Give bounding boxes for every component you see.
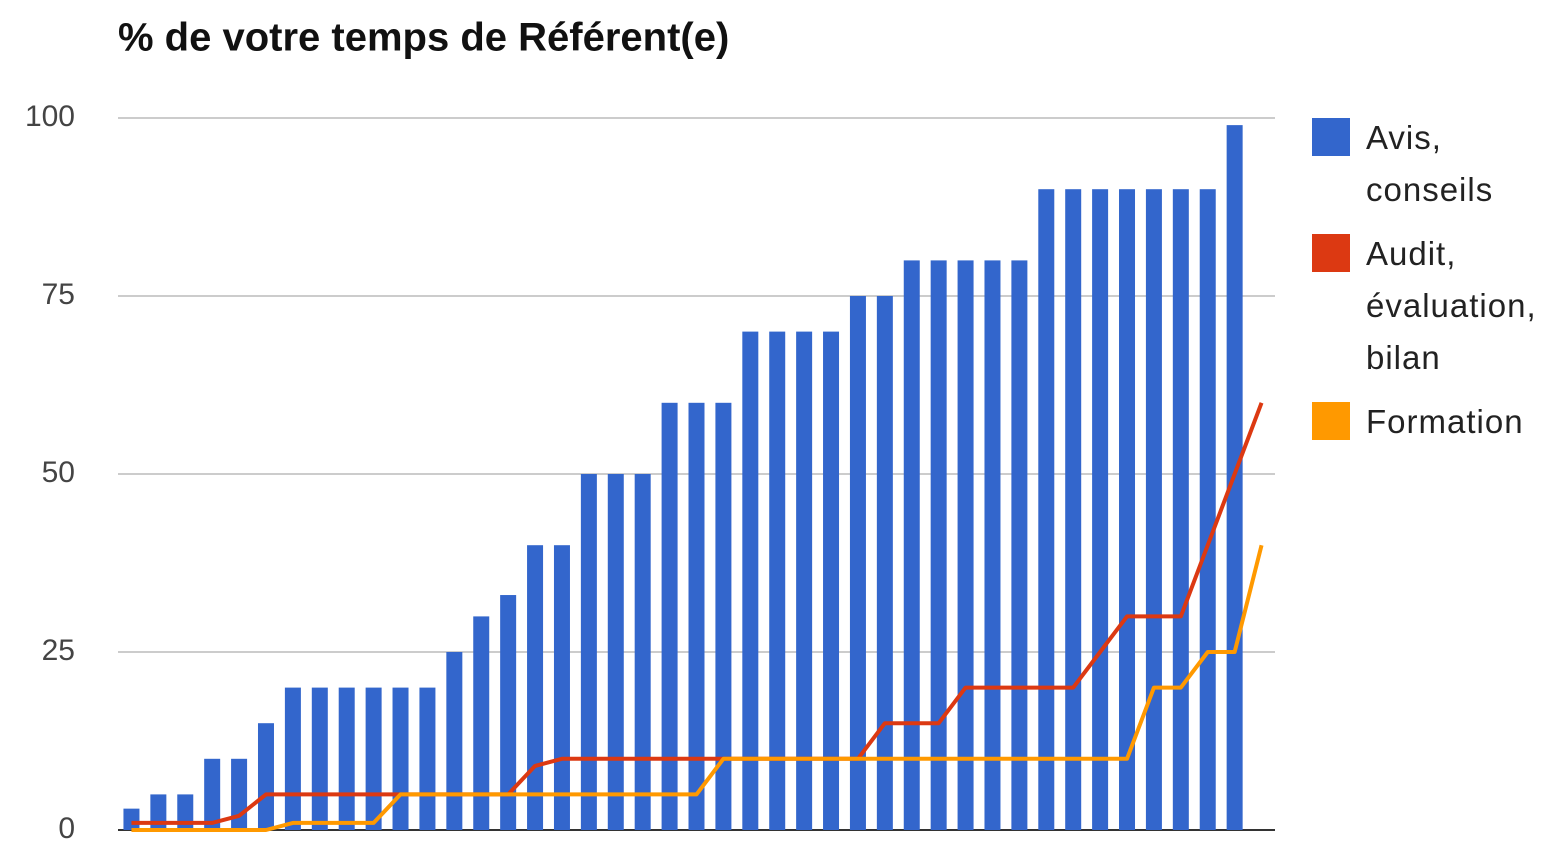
bar [1065, 189, 1082, 830]
bar [823, 331, 840, 830]
y-tick-label: 25 [42, 634, 75, 667]
bar [311, 687, 328, 830]
bar [1011, 260, 1028, 830]
bar [284, 687, 301, 830]
legend-item: Avis, conseils [1312, 112, 1562, 216]
line [131, 544, 1264, 832]
bar [500, 595, 517, 830]
y-tick-label: 50 [42, 456, 75, 489]
bar [446, 652, 463, 830]
bar [984, 260, 1001, 830]
bar [1145, 189, 1162, 830]
legend-swatch [1312, 118, 1350, 156]
y-tick-label: 75 [42, 278, 75, 311]
bar [580, 474, 597, 830]
bar [1199, 189, 1216, 830]
chart-title: % de votre temps de Référent(e) [118, 16, 729, 60]
legend: Avis, conseils Audit, évaluation, bilan Fo… [1312, 112, 1562, 460]
bar [1038, 189, 1055, 830]
legend-swatch [1312, 234, 1350, 272]
bar [1119, 189, 1136, 830]
line [131, 402, 1264, 825]
bar [1092, 189, 1109, 830]
bar [849, 296, 866, 830]
bar [930, 260, 947, 830]
bar [553, 545, 570, 830]
bar [231, 758, 248, 830]
bar [607, 474, 624, 830]
bar [392, 687, 409, 830]
bar [365, 687, 382, 830]
bar [903, 260, 920, 830]
legend-label: Formation [1366, 403, 1524, 440]
legend-label: Audit, évaluation, bilan [1366, 235, 1537, 376]
bar [257, 723, 274, 830]
chart: % de votre temps de Référent(e) 0 25 50 75 1… [25, 16, 1275, 845]
bar [123, 808, 140, 830]
bar [338, 687, 355, 830]
bar [715, 402, 732, 830]
bar [661, 402, 678, 830]
legend-item: Formation [1312, 396, 1562, 448]
bar [419, 687, 436, 830]
bar [796, 331, 813, 830]
bar [634, 474, 651, 830]
bar [204, 758, 221, 830]
legend-label: Avis, conseils [1366, 119, 1494, 208]
bar [1172, 189, 1189, 830]
bar [688, 402, 705, 830]
bar [473, 616, 490, 830]
bar [957, 260, 974, 830]
y-tick-label: 100 [25, 100, 75, 133]
bar [769, 331, 786, 830]
bar [527, 545, 544, 830]
bar [742, 331, 759, 830]
y-tick-label: 0 [58, 812, 75, 845]
legend-swatch [1312, 402, 1350, 440]
bar [876, 296, 893, 830]
legend-item: Audit, évaluation, bilan [1312, 228, 1562, 384]
